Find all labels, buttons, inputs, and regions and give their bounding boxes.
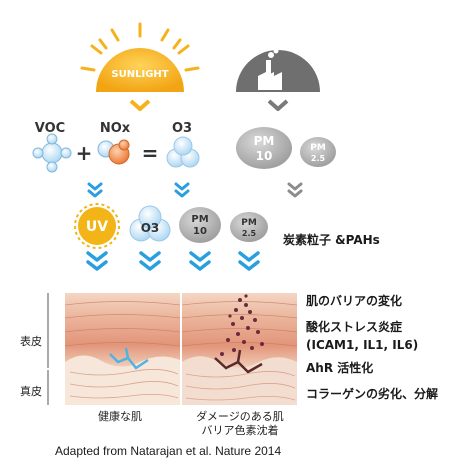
- factory-icon: [236, 48, 320, 92]
- sunlight-label: SUNLIGHT: [111, 69, 168, 80]
- chevron-down-icon: [139, 251, 161, 271]
- effect-barrier: 肌のバリアの変化: [305, 293, 402, 308]
- o3-molecule-icon: [166, 136, 200, 168]
- dermis-label: 真皮: [20, 384, 42, 398]
- voc-molecule-icon: [32, 133, 72, 173]
- agent-pm10-bottom: 10: [193, 226, 207, 237]
- credit-line: Adapted from Natarajan et al. Nature 201…: [55, 444, 281, 458]
- caption-healthy: 健康な肌: [98, 409, 142, 423]
- pm25-bottom-label: 2.5: [311, 154, 326, 163]
- skin-cross-section: [64, 293, 298, 405]
- caption-damaged-line1: ダメージのある肌: [196, 409, 283, 423]
- caption-damaged-line2: バリア色素沈着: [202, 423, 279, 437]
- chevron-down-icon: [174, 182, 190, 198]
- agent-pm25-top: PM: [241, 218, 257, 228]
- factory-chevron-icon: [267, 99, 289, 111]
- effect-cytokines: (ICAM1, IL1, IL6): [306, 338, 418, 352]
- uv-badge: UV: [74, 203, 120, 249]
- epidermis-label: 表皮: [20, 334, 42, 348]
- agent-pm25-particle: PM 2.5: [230, 212, 268, 242]
- chevron-down-icon: [189, 251, 211, 271]
- agent-pm25-bottom: 2.5: [242, 229, 257, 238]
- effect-oxidative: 酸化ストレス炎症: [306, 319, 402, 334]
- nox-molecule-icon: [97, 139, 130, 165]
- o3-label: O3: [172, 121, 192, 136]
- pm10-particle: PM 10: [236, 127, 292, 169]
- chevron-down-icon: [87, 182, 103, 198]
- agent-o3-label: O3: [141, 221, 160, 235]
- voc-label: VOC: [35, 121, 65, 136]
- effect-collagen: コラーゲンの劣化、分解: [306, 386, 438, 401]
- effect-ahr: AhR 活性化: [306, 360, 373, 375]
- pm10-top-label: PM: [254, 134, 275, 148]
- nox-label: NOx: [100, 121, 131, 136]
- sun-chevron-icon: [129, 99, 151, 111]
- pm25-top-label: PM: [310, 143, 326, 153]
- chevron-down-icon: [238, 251, 260, 271]
- sun-icon: [80, 22, 200, 92]
- chevron-down-icon: [86, 251, 108, 271]
- pm10-bottom-label: 10: [256, 149, 273, 163]
- agent-pm10-particle: PM 10: [179, 207, 221, 243]
- carbon-particles-label: 炭素粒子 &PAHs: [283, 232, 380, 247]
- pm25-particle: PM 2.5: [300, 137, 336, 167]
- chevron-down-icon: [287, 182, 303, 198]
- plus-sign: +: [76, 141, 93, 165]
- equals-sign: =: [142, 141, 159, 165]
- uv-label: UV: [86, 219, 108, 235]
- o3-cloud-icon: O3: [129, 205, 171, 242]
- agent-pm10-top: PM: [191, 214, 208, 225]
